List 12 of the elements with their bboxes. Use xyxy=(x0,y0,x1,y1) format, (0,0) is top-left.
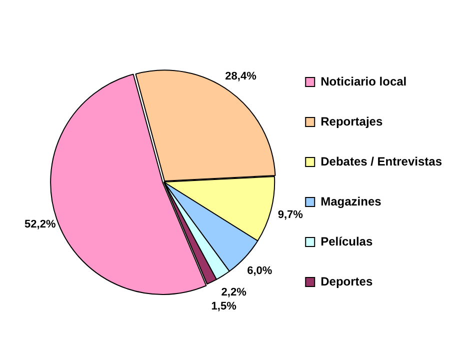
legend-label: Debates / Entrevistas xyxy=(320,154,442,168)
data-label: 52,2% xyxy=(24,218,56,231)
data-label: 2,2% xyxy=(221,286,247,299)
data-label: 9,7% xyxy=(278,209,304,222)
legend-label: Reportajes xyxy=(320,114,383,128)
data-label: 28,4% xyxy=(225,70,257,82)
data-label: 6,0% xyxy=(247,265,272,278)
legend-label: Magazines xyxy=(320,194,382,208)
legend-label: Deportes xyxy=(320,274,373,288)
legend-label: Películas xyxy=(320,234,373,248)
data-label: 1,5% xyxy=(211,300,237,313)
legend-label: Noticiario local xyxy=(320,74,407,88)
